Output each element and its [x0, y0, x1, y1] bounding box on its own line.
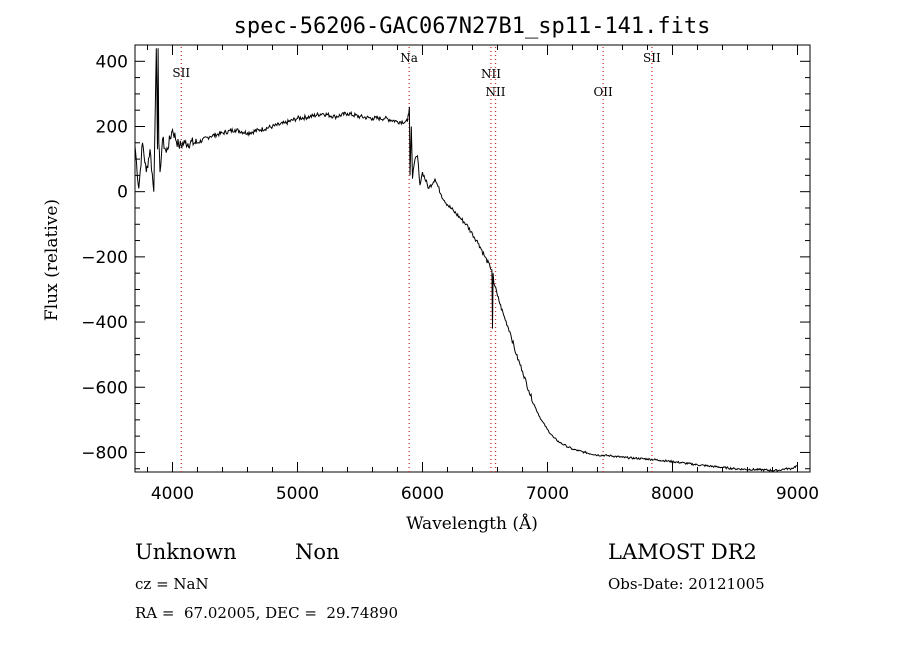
redshift-text: cz = NaN — [135, 575, 209, 593]
chart-title: spec-56206-GAC067N27B1_sp11-141.fits — [234, 14, 711, 39]
y-tick-label: −200 — [81, 248, 128, 268]
obs-date-text: Obs-Date: 20121005 — [608, 575, 765, 593]
y-tick-label: 400 — [96, 52, 128, 72]
axis-ticks: 4000 5000 6000 7000 8000 9000 400 200 0 −200 −400 −… — [81, 44, 819, 504]
y-tick-label: −400 — [81, 313, 128, 333]
object-subclass: Non — [295, 540, 340, 564]
x-tick-label: 9000 — [776, 484, 819, 504]
y-tick-label: 200 — [96, 117, 128, 137]
x-tick-label: 4000 — [151, 484, 194, 504]
survey-name: LAMOST DR2 — [608, 540, 757, 564]
emission-line-markers: SII Na NII NII OII SII — [172, 47, 661, 472]
emission-line-label: Na — [400, 51, 418, 65]
emission-line-label: SII — [643, 51, 661, 65]
emission-line-label: NII — [481, 67, 501, 81]
x-tick-label: 6000 — [401, 484, 444, 504]
emission-line-label: SII — [172, 66, 190, 80]
emission-line-label: OII — [593, 85, 613, 99]
y-tick-label: 0 — [117, 183, 128, 203]
plot-frame — [134, 44, 811, 473]
x-axis-label: Wavelength (Å) — [406, 513, 538, 534]
y-tick-label: −600 — [81, 378, 128, 398]
object-class: Unknown — [135, 540, 237, 564]
x-tick-label: 7000 — [526, 484, 569, 504]
x-tick-label: 8000 — [651, 484, 694, 504]
spectrum-line — [134, 48, 798, 473]
coordinates-text: RA = 67.02005, DEC = 29.74890 — [135, 604, 399, 622]
y-axis-label: Flux (relative) — [42, 199, 62, 321]
emission-line-label: NII — [486, 85, 506, 99]
x-tick-label: 5000 — [276, 484, 319, 504]
y-tick-label: −800 — [81, 443, 128, 463]
